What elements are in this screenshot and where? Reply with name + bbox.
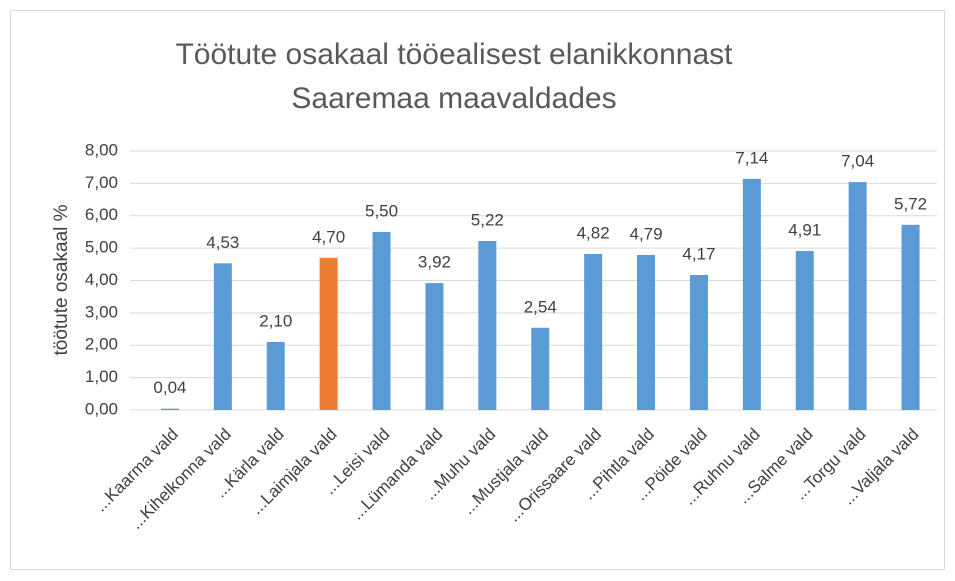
bar	[425, 283, 444, 410]
data-label: 4,79	[630, 224, 663, 243]
data-label: 0,04	[153, 378, 186, 397]
data-label: 2,10	[259, 311, 292, 330]
data-label: 4,53	[206, 233, 239, 252]
y-tick-label: 0,00	[85, 399, 118, 418]
data-label: 7,04	[841, 152, 874, 171]
data-label: 5,50	[365, 201, 398, 220]
data-label: 2,54	[524, 297, 557, 316]
y-tick-label: 2,00	[85, 335, 118, 354]
bar	[372, 231, 391, 410]
bar	[266, 342, 285, 410]
bar	[319, 257, 338, 410]
bar	[901, 224, 920, 410]
bar	[213, 263, 232, 410]
y-tick-label: 8,00	[85, 140, 118, 159]
data-label: 4,91	[788, 221, 821, 240]
bar	[478, 241, 497, 410]
data-label: 5,72	[894, 194, 927, 213]
data-label: 7,14	[735, 148, 768, 167]
data-label: 4,82	[577, 223, 610, 242]
y-tick-label: 1,00	[85, 367, 118, 386]
bar	[584, 253, 603, 410]
data-label: 3,92	[418, 253, 451, 272]
chart-title: Töötute osakaal tööealisest elanikkonnas…	[175, 38, 733, 71]
y-axis-title: töötute osakaal %	[51, 204, 72, 355]
bar	[848, 182, 867, 410]
bar	[795, 251, 814, 410]
bar	[689, 274, 708, 410]
bar	[160, 408, 179, 410]
bar	[531, 327, 550, 410]
chart-title: Saaremaa maavaldades	[291, 82, 616, 115]
y-tick-label: 4,00	[85, 270, 118, 289]
y-tick-label: 7,00	[85, 173, 118, 192]
data-label: 4,17	[682, 244, 715, 263]
y-tick-label: 3,00	[85, 302, 118, 321]
chart-frame	[10, 10, 945, 570]
bar	[637, 254, 656, 410]
data-label: 5,22	[471, 210, 504, 229]
bar	[742, 178, 761, 410]
y-tick-label: 6,00	[85, 205, 118, 224]
y-tick-label: 5,00	[85, 238, 118, 257]
data-label: 4,70	[312, 227, 345, 246]
